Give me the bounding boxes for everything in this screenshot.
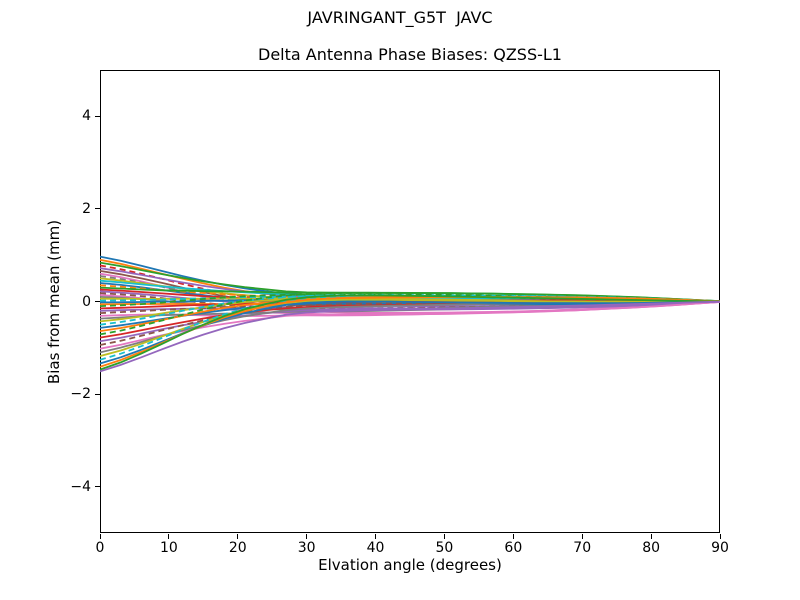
x-tick-label: 0 bbox=[95, 540, 105, 556]
x-tick-label: 50 bbox=[435, 540, 454, 556]
x-tick bbox=[443, 534, 445, 539]
x-axis-label: Elvation angle (degrees) bbox=[318, 556, 502, 574]
x-tick-label: 80 bbox=[642, 540, 661, 556]
series-line bbox=[100, 286, 720, 303]
x-tick-label: 70 bbox=[573, 540, 592, 556]
series-line bbox=[100, 301, 720, 350]
x-tick bbox=[306, 534, 308, 539]
y-tick-label: 0 bbox=[82, 293, 91, 310]
x-tick-label: 20 bbox=[228, 540, 247, 556]
y-tick-label: −4 bbox=[70, 478, 91, 495]
x-tick bbox=[719, 534, 721, 539]
y-tick-label: 4 bbox=[82, 108, 91, 125]
series-line bbox=[100, 295, 720, 361]
series-line bbox=[100, 300, 720, 373]
x-tick bbox=[512, 534, 514, 539]
y-tick bbox=[95, 486, 100, 488]
axes-title: Delta Antenna Phase Biases: QZSS-L1 bbox=[258, 45, 562, 64]
y-axis-label: Bias from mean (mm) bbox=[45, 219, 63, 385]
y-tick-label: −2 bbox=[70, 386, 91, 403]
x-tick bbox=[99, 534, 101, 539]
series-line bbox=[100, 294, 720, 371]
y-tick bbox=[95, 208, 100, 210]
x-tick-label: 30 bbox=[297, 540, 316, 556]
y-tick bbox=[95, 115, 100, 117]
y-tick bbox=[95, 301, 100, 302]
y-tick-label: 2 bbox=[82, 200, 91, 217]
x-tick-label: 10 bbox=[159, 540, 178, 556]
x-tick-label: 90 bbox=[711, 540, 729, 556]
x-tick bbox=[168, 534, 170, 539]
x-tick bbox=[375, 534, 377, 539]
chart-canvas bbox=[100, 255, 720, 373]
x-tick bbox=[237, 534, 239, 539]
y-tick bbox=[95, 393, 100, 395]
x-tick bbox=[581, 534, 583, 539]
x-tick bbox=[650, 534, 652, 539]
x-tick-label: 40 bbox=[366, 540, 385, 556]
x-tick-label: 60 bbox=[504, 540, 523, 556]
figure-title: JAVRINGANT_G5T JAVC bbox=[307, 8, 493, 27]
